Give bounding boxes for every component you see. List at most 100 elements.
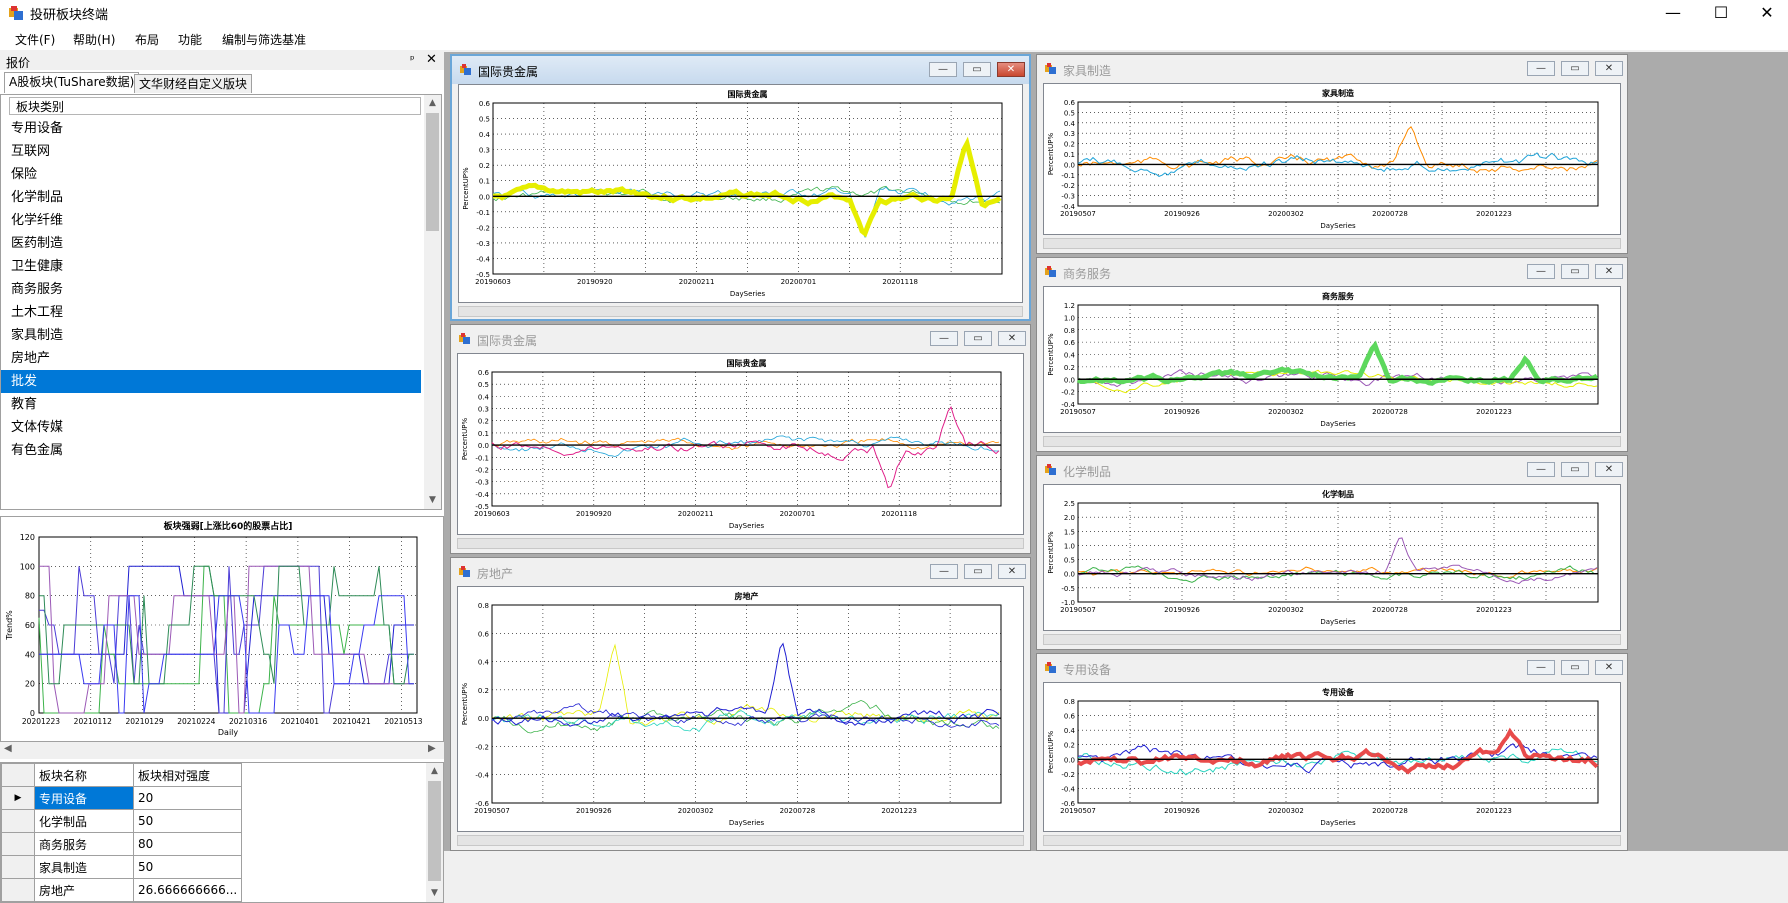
sector-list-item[interactable]: 医药制造 bbox=[11, 236, 64, 251]
grid-cell-value[interactable]: 80 bbox=[132, 832, 243, 856]
grid-scroll-down-icon[interactable]: ▼ bbox=[431, 888, 438, 898]
grid-cell-value[interactable]: 26.666666666... bbox=[132, 878, 243, 902]
sector-list-item[interactable]: 化学纤维 bbox=[11, 213, 64, 228]
maximize-child-button[interactable]: ▭ bbox=[1561, 462, 1589, 477]
chart-window-scrollbar[interactable] bbox=[1043, 436, 1621, 447]
list-scrollbar[interactable]: ▲ ▼ bbox=[424, 95, 441, 509]
menu-help[interactable]: 帮助(H) bbox=[73, 33, 116, 47]
minimize-child-button[interactable]: — bbox=[929, 62, 957, 77]
tab-tushare[interactable]: A股板块(TuShare数据) bbox=[4, 72, 140, 93]
grid-cell-name[interactable]: 专用设备 bbox=[34, 786, 134, 810]
maximize-child-button[interactable]: ▭ bbox=[964, 331, 992, 346]
close-child-button[interactable]: ✕ bbox=[997, 62, 1025, 77]
close-child-button[interactable]: ✕ bbox=[1595, 462, 1623, 477]
maximize-button[interactable]: ☐ bbox=[1713, 3, 1729, 22]
chart-window-titlebar[interactable]: 商务服务 — ▭ ✕ bbox=[1037, 258, 1627, 286]
chart-window-titlebar[interactable]: 房地产 — ▭ ✕ bbox=[451, 558, 1030, 586]
maximize-child-button[interactable]: ▭ bbox=[963, 62, 991, 77]
horizontal-scrollbar[interactable]: ◀ ▶ bbox=[0, 742, 444, 759]
scroll-up-icon[interactable]: ▲ bbox=[429, 98, 436, 108]
sector-list-item[interactable]: 有色金属 bbox=[11, 443, 64, 458]
chart-window-titlebar[interactable]: 专用设备 — ▭ ✕ bbox=[1037, 654, 1627, 682]
sector-list-item[interactable]: 房地产 bbox=[11, 351, 51, 366]
row-header[interactable] bbox=[1, 855, 35, 879]
grid-row[interactable]: 化学制品 50 bbox=[1, 809, 243, 833]
maximize-child-button[interactable]: ▭ bbox=[1561, 61, 1589, 76]
chart-window[interactable]: 化学制品 — ▭ ✕ 2.5 2.0 1.5 1.0 0.5 0.0 -0.5 -1.0 2019050… bbox=[1036, 455, 1628, 650]
sector-list-item[interactable]: 化学制品 bbox=[11, 190, 64, 205]
grid-row[interactable]: ▶ 专用设备 20 bbox=[1, 786, 243, 810]
maximize-child-button[interactable]: ▭ bbox=[964, 564, 992, 579]
chart-window[interactable]: 国际贵金属 — ▭ ✕ 0.6 0.5 0.4 0.3 0.2 0.1 0.0 -0.1 -0.2 -0.… bbox=[450, 54, 1031, 321]
grid-scroll-up-icon[interactable]: ▲ bbox=[431, 766, 438, 776]
close-button[interactable]: ✕ bbox=[1760, 3, 1774, 22]
close-child-button[interactable]: ✕ bbox=[1595, 264, 1623, 279]
chart-window-titlebar[interactable]: 国际贵金属 — ▭ ✕ bbox=[452, 56, 1029, 84]
sector-list-item[interactable]: 保险 bbox=[11, 167, 38, 182]
grid-scrollbar[interactable]: ▲ ▼ bbox=[426, 763, 443, 902]
grid-scroll-thumb[interactable] bbox=[428, 781, 441, 881]
chart-window-titlebar[interactable]: 家具制造 — ▭ ✕ bbox=[1037, 55, 1627, 83]
sector-list-item[interactable]: 互联网 bbox=[11, 144, 51, 159]
col-relative-strength[interactable]: 板块相对强度 bbox=[132, 763, 243, 787]
row-header[interactable] bbox=[1, 832, 35, 856]
minimize-child-button[interactable]: — bbox=[1527, 660, 1555, 675]
chart-window-scrollbar[interactable] bbox=[457, 538, 1024, 549]
minimize-child-button[interactable]: — bbox=[1527, 61, 1555, 76]
grid-cell-name[interactable]: 房地产 bbox=[34, 878, 134, 902]
sector-list-item[interactable]: 专用设备 bbox=[11, 121, 64, 136]
menu-function[interactable]: 功能 bbox=[178, 33, 203, 47]
grid-row[interactable]: 房地产 26.666666666... bbox=[1, 878, 243, 902]
scroll-left-icon[interactable]: ◀ bbox=[4, 743, 12, 754]
sector-list-item[interactable]: 批发 bbox=[1, 370, 421, 393]
chart-window-scrollbar[interactable] bbox=[457, 835, 1024, 846]
grid-cell-name[interactable]: 商务服务 bbox=[34, 832, 134, 856]
close-child-button[interactable]: ✕ bbox=[998, 564, 1026, 579]
grid-row[interactable]: 家具制造 50 bbox=[1, 855, 243, 879]
chart-window[interactable]: 国际贵金属 — ▭ ✕ 0.6 0.5 0.4 0.3 0.2 0.1 0.0 -0.1 -0.2 -0.… bbox=[450, 324, 1031, 554]
row-header[interactable]: ▶ bbox=[1, 786, 35, 810]
chart-window[interactable]: 专用设备 — ▭ ✕ 0.8 0.6 0.4 0.2 0.0 -0.2 -0.4 -0.6 201905… bbox=[1036, 653, 1628, 851]
sector-list-item[interactable]: 商务服务 bbox=[11, 282, 64, 297]
close-child-button[interactable]: ✕ bbox=[1595, 660, 1623, 675]
menu-config[interactable]: 编制与筛选基准 bbox=[222, 33, 307, 47]
chart-window-scrollbar[interactable] bbox=[1043, 634, 1621, 645]
sector-list-item[interactable]: 土木工程 bbox=[11, 305, 64, 320]
col-sector-name[interactable]: 板块名称 bbox=[34, 763, 134, 787]
chart-window[interactable]: 商务服务 — ▭ ✕ 1.2 1.0 0.8 0.6 0.4 0.2 0.0 -0.2 -0.4 2019… bbox=[1036, 257, 1628, 452]
maximize-child-button[interactable]: ▭ bbox=[1561, 264, 1589, 279]
sector-list-item[interactable]: 教育 bbox=[11, 397, 38, 412]
chart-window-titlebar[interactable]: 国际贵金属 — ▭ ✕ bbox=[451, 325, 1030, 353]
chart-window-scrollbar[interactable] bbox=[1043, 835, 1621, 846]
maximize-child-button[interactable]: ▭ bbox=[1561, 660, 1589, 675]
menu-file[interactable]: 文件(F) bbox=[15, 33, 56, 47]
panel-close-icon[interactable]: ✕ bbox=[426, 52, 437, 67]
grid-cell-name[interactable]: 家具制造 bbox=[34, 855, 134, 879]
minimize-child-button[interactable]: — bbox=[930, 331, 958, 346]
grid-cell-value[interactable]: 20 bbox=[132, 786, 243, 810]
sector-list-item[interactable]: 文体传媒 bbox=[11, 420, 64, 435]
minimize-child-button[interactable]: — bbox=[930, 564, 958, 579]
menu-layout[interactable]: 布局 bbox=[135, 33, 160, 47]
chart-window-scrollbar[interactable] bbox=[1043, 238, 1621, 249]
grid-cell-name[interactable]: 化学制品 bbox=[34, 809, 134, 833]
scroll-thumb[interactable] bbox=[426, 113, 439, 231]
chart-window[interactable]: 房地产 — ▭ ✕ 0.8 0.6 0.4 0.2 0.0 -0.2 -0.4 -0.6 2019050… bbox=[450, 557, 1031, 851]
chart-window-titlebar[interactable]: 化学制品 — ▭ ✕ bbox=[1037, 456, 1627, 484]
sector-list-item[interactable]: 卫生健康 bbox=[11, 259, 64, 274]
grid-row[interactable]: 商务服务 80 bbox=[1, 832, 243, 856]
chart-window-scrollbar[interactable] bbox=[458, 306, 1023, 317]
close-child-button[interactable]: ✕ bbox=[1595, 61, 1623, 76]
minimize-child-button[interactable]: — bbox=[1527, 264, 1555, 279]
grid-cell-value[interactable]: 50 bbox=[132, 809, 243, 833]
tab-wenhua[interactable]: 文华财经自定义版块 bbox=[134, 74, 253, 93]
row-header[interactable] bbox=[1, 878, 35, 902]
scroll-right-icon[interactable]: ▶ bbox=[428, 743, 436, 754]
minimize-button[interactable]: — bbox=[1665, 3, 1681, 22]
minimize-child-button[interactable]: — bbox=[1527, 462, 1555, 477]
scroll-down-icon[interactable]: ▼ bbox=[429, 495, 436, 505]
row-header[interactable] bbox=[1, 809, 35, 833]
close-child-button[interactable]: ✕ bbox=[998, 331, 1026, 346]
grid-cell-value[interactable]: 50 bbox=[132, 855, 243, 879]
pin-icon[interactable]: ᵖ bbox=[410, 53, 415, 66]
